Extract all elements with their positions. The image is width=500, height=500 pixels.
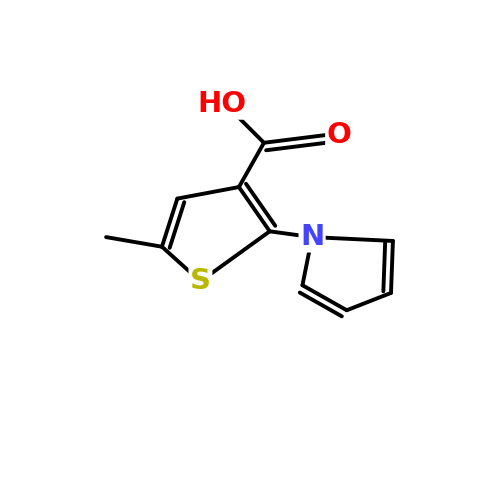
Text: N: N <box>300 223 324 251</box>
Text: HO: HO <box>197 90 246 118</box>
Text: S: S <box>190 268 211 295</box>
Text: O: O <box>326 121 351 149</box>
